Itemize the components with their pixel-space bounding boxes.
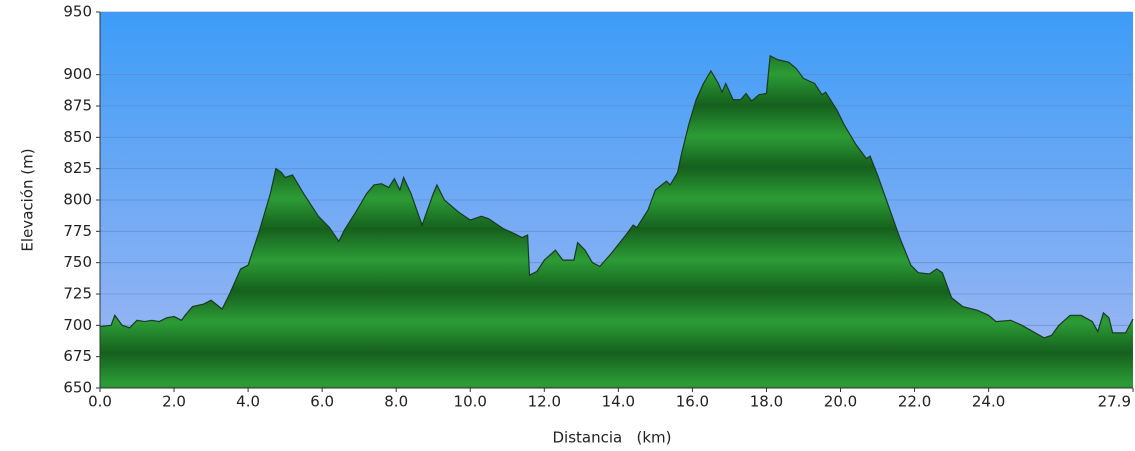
y-tick-label: 750 (63, 253, 92, 271)
x-tick-label: 18.0 (750, 393, 783, 411)
x-axis-title: Distancia (km) (552, 429, 671, 447)
x-tick-label: 27.9 (1098, 393, 1131, 411)
y-tick-label: 700 (63, 316, 92, 334)
y-tick-label: 725 (63, 285, 92, 303)
y-tick-label: 775 (63, 222, 92, 240)
y-tick-label: 675 (63, 347, 92, 365)
profile-line (99, 54, 1134, 339)
y-tick-label: 875 (63, 97, 92, 115)
x-tick-label: 20.0 (824, 393, 857, 411)
y-tick-label: 950 (63, 3, 92, 21)
x-tick-label: 16.0 (676, 393, 709, 411)
x-tick-label: 8.0 (384, 393, 408, 411)
area-fill (100, 55, 1133, 388)
x-tick-label: 22.0 (898, 393, 931, 411)
y-tick-label: 800 (63, 191, 92, 209)
y-axis-title: Elevación (m) (19, 148, 37, 251)
y-tick-label: 650 (63, 379, 92, 397)
x-tick-label: 0.0 (88, 393, 112, 411)
y-tick-label: 825 (63, 159, 92, 177)
x-tick-label: 24.0 (972, 393, 1005, 411)
x-tick-label: 10.0 (454, 393, 487, 411)
y-tick-label: 850 (63, 128, 92, 146)
y-tick-label: 900 (63, 65, 92, 83)
x-tick-label: 6.0 (310, 393, 334, 411)
x-tick-label: 2.0 (162, 393, 186, 411)
x-tick-label: 12.0 (528, 393, 561, 411)
x-tick-label: 14.0 (602, 393, 635, 411)
x-tick-label: 4.0 (236, 393, 260, 411)
